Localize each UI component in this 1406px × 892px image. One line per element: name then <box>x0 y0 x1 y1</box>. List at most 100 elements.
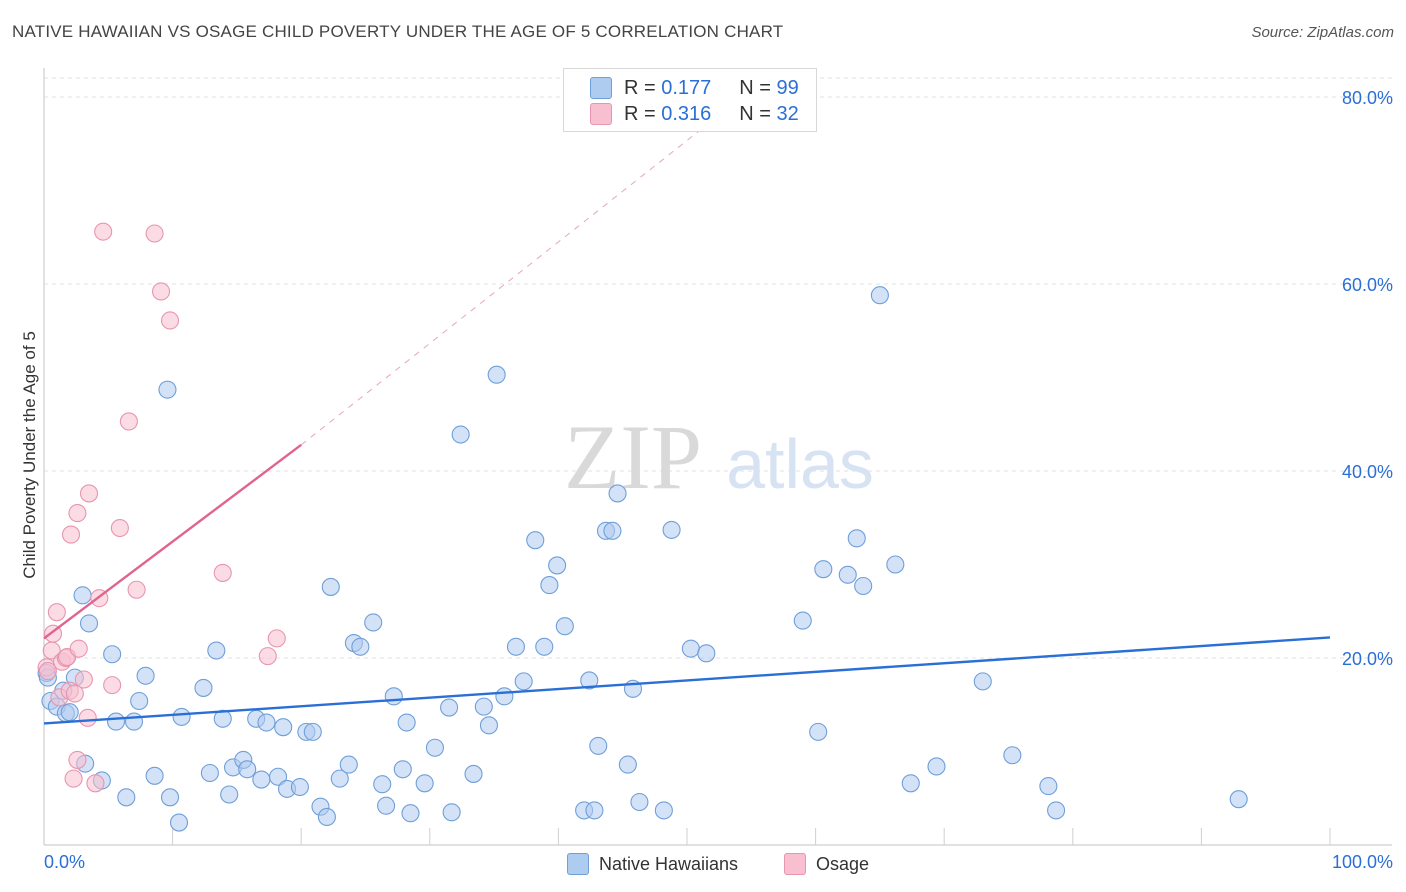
point-native-hawaiian <box>207 641 226 660</box>
point-native-hawaiian <box>973 672 992 691</box>
point-native-hawaiian <box>303 722 322 741</box>
point-native-hawaiian <box>200 763 219 783</box>
point-native-hawaiian <box>662 520 681 539</box>
legend-n-label: N = <box>739 76 771 99</box>
point-native-hawaiian <box>442 803 461 822</box>
point-native-hawaiian <box>401 804 420 823</box>
point-native-hawaiian <box>145 766 164 785</box>
point-osage <box>110 518 129 538</box>
point-native-hawaiian <box>160 788 180 807</box>
point-native-hawaiian <box>464 764 483 783</box>
legend-r-label: R = <box>624 102 656 125</box>
point-native-hawaiian <box>814 560 833 579</box>
point-native-hawaiian <box>321 577 340 596</box>
data-points <box>37 222 1248 832</box>
point-native-hawaiian <box>79 614 99 633</box>
point-native-hawaiian <box>106 712 126 731</box>
point-osage <box>38 662 57 681</box>
point-native-hawaiian <box>213 709 232 728</box>
point-osage <box>61 525 81 544</box>
bottom-legend-swatch-blue <box>567 853 589 875</box>
point-native-hawaiian <box>384 687 403 706</box>
point-native-hawaiian <box>854 576 873 596</box>
legend-r-value: 0.177 <box>661 76 712 99</box>
point-native-hawaiian <box>252 770 271 789</box>
point-native-hawaiian <box>548 556 567 575</box>
source-credit: Source: ZipAtlas.com <box>1251 24 1394 41</box>
point-osage <box>103 676 122 695</box>
point-native-hawaiian <box>927 757 946 776</box>
point-native-hawaiian <box>886 555 905 574</box>
point-osage <box>78 708 97 727</box>
point-native-hawaiian <box>117 788 136 807</box>
point-native-hawaiian <box>1039 777 1058 796</box>
point-native-hawaiian <box>130 691 149 711</box>
point-native-hawaiian <box>451 425 470 444</box>
watermark-atlas: atlas <box>726 425 874 503</box>
point-native-hawaiian <box>269 767 288 786</box>
point-native-hawaiian <box>194 678 213 697</box>
trend-line-osage <box>43 443 302 640</box>
point-native-hawaiian <box>124 712 144 731</box>
point-native-hawaiian <box>474 697 493 716</box>
trend-line-osage-extension <box>300 109 726 446</box>
x-tick-label-max: 100.0% <box>1331 852 1393 872</box>
point-osage <box>119 412 138 431</box>
point-native-hawaiian <box>603 521 622 540</box>
legend-n-label: N = <box>739 102 771 125</box>
point-osage <box>79 484 99 503</box>
point-native-hawaiian <box>580 671 599 690</box>
point-native-hawaiian <box>339 755 358 774</box>
point-osage <box>47 603 66 622</box>
point-native-hawaiian <box>540 576 559 595</box>
point-native-hawaiian <box>681 639 700 658</box>
point-osage <box>69 639 88 658</box>
point-native-hawaiian <box>220 785 239 804</box>
point-native-hawaiian <box>589 736 608 755</box>
point-osage <box>151 282 171 301</box>
watermark: ZIP atlas <box>564 406 874 508</box>
point-native-hawaiian <box>535 637 554 656</box>
legend-row-osage: R = 0.316 N = 32 <box>590 102 799 126</box>
bottom-legend-label: Osage <box>816 853 870 874</box>
point-native-hawaiian <box>901 774 920 793</box>
bottom-legend-label: Native Hawaiians <box>599 853 739 874</box>
point-native-hawaiian <box>526 531 545 550</box>
point-native-hawaiian <box>618 755 637 774</box>
point-native-hawaiian <box>373 775 392 794</box>
point-native-hawaiian <box>654 801 673 820</box>
point-native-hawaiian <box>351 637 370 656</box>
point-osage <box>213 563 232 582</box>
y-tick-label: 20.0% <box>1342 649 1393 669</box>
chart-title: NATIVE HAWAIIAN VS OSAGE CHILD POVERTY U… <box>12 22 784 41</box>
x-tick-label-min: 0.0% <box>44 852 86 872</box>
y-tick-label: 40.0% <box>1342 462 1393 482</box>
point-osage <box>68 750 87 769</box>
point-osage <box>160 311 180 330</box>
point-native-hawaiian <box>870 286 889 305</box>
point-native-hawaiian <box>479 716 499 735</box>
point-native-hawaiian <box>1047 801 1066 820</box>
point-native-hawaiian <box>847 529 866 548</box>
point-osage <box>86 774 105 793</box>
y-tick-label: 80.0% <box>1342 88 1393 108</box>
point-native-hawaiian <box>257 713 276 732</box>
y-tick-label: 60.0% <box>1342 275 1393 295</box>
point-native-hawaiian <box>364 613 383 632</box>
point-native-hawaiian <box>169 813 189 832</box>
point-osage <box>74 670 93 689</box>
point-osage <box>145 224 164 243</box>
point-native-hawaiian <box>585 801 604 820</box>
legend-swatch-pink <box>590 103 612 125</box>
point-native-hawaiian <box>415 774 434 793</box>
point-native-hawaiian <box>697 644 716 663</box>
legend-r-label: R = <box>624 76 656 99</box>
axes <box>43 68 1392 846</box>
point-osage <box>65 684 84 703</box>
y-tick-labels: 20.0% 40.0% 60.0% 80.0% <box>1342 88 1393 669</box>
correlation-legend: R = 0.177 N = 99 R = 0.316 N = 32 <box>563 68 817 132</box>
point-native-hawaiian <box>514 672 533 691</box>
point-native-hawaiian <box>397 713 416 732</box>
point-native-hawaiian <box>274 718 293 737</box>
